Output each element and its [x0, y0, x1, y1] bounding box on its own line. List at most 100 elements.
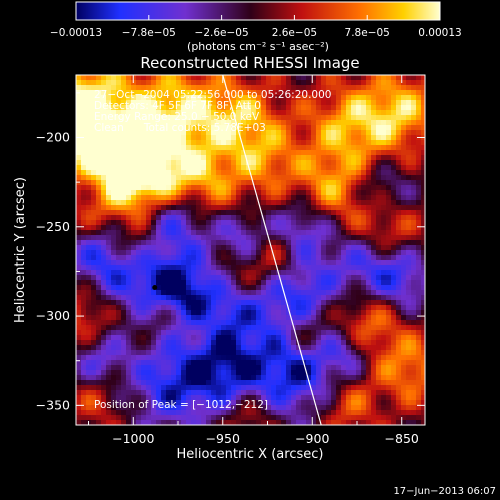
heatmap-cell: [176, 335, 182, 341]
heatmap-cell: [386, 310, 392, 316]
heatmap-cell: [276, 415, 282, 421]
heatmap-cell: [391, 140, 397, 146]
heatmap-cell: [96, 200, 102, 206]
heatmap-cell: [141, 345, 147, 351]
heatmap-cell: [341, 270, 347, 276]
heatmap-cell: [321, 225, 327, 231]
heatmap-cell: [226, 285, 232, 291]
heatmap-cell: [226, 335, 232, 341]
heatmap-cell: [361, 80, 367, 86]
heatmap-cell: [361, 210, 367, 216]
heatmap-cell: [301, 380, 307, 386]
heatmap-cell: [376, 90, 382, 96]
heatmap-cell: [131, 350, 137, 356]
heatmap-cell: [216, 205, 222, 211]
heatmap-cell: [336, 245, 342, 251]
heatmap-cell: [96, 285, 102, 291]
heatmap-cell: [401, 410, 407, 416]
heatmap-cell: [276, 355, 282, 361]
heatmap-cell: [181, 175, 187, 181]
heatmap-cell: [331, 320, 337, 326]
heatmap-cell: [91, 95, 97, 101]
heatmap-cell: [161, 295, 167, 301]
heatmap-cell: [226, 185, 232, 191]
heatmap-cell: [176, 165, 182, 171]
heatmap-cell: [261, 210, 267, 216]
heatmap-cell: [306, 160, 312, 166]
heatmap-cell: [261, 300, 267, 306]
heatmap-cell: [116, 80, 122, 86]
heatmap-cell: [156, 290, 162, 296]
heatmap-cell: [156, 115, 162, 121]
heatmap-cell: [121, 410, 127, 416]
heatmap-cell: [121, 325, 127, 331]
heatmap-cell: [401, 395, 407, 401]
heatmap-cell: [151, 170, 157, 176]
heatmap-cell: [286, 75, 292, 81]
heatmap-cell: [331, 325, 337, 331]
heatmap-cell: [146, 365, 152, 371]
heatmap-cell: [331, 195, 337, 201]
heatmap-cell: [191, 275, 197, 281]
heatmap-cell: [166, 290, 172, 296]
heatmap-cell: [96, 315, 102, 321]
heatmap-cell: [76, 390, 82, 396]
heatmap-cell: [281, 140, 287, 146]
heatmap-cell: [351, 95, 357, 101]
heatmap-cell: [376, 255, 382, 261]
heatmap-cell: [251, 250, 257, 256]
heatmap-cell: [136, 110, 142, 116]
heatmap-cell: [171, 215, 177, 221]
heatmap-cell: [111, 390, 117, 396]
heatmap-cell: [106, 420, 112, 425]
heatmap-cell: [111, 150, 117, 156]
heatmap-cell: [351, 195, 357, 201]
heatmap-cell: [206, 300, 212, 306]
heatmap-cell: [81, 405, 87, 411]
heatmap-cell: [146, 315, 152, 321]
heatmap-cell: [156, 380, 162, 386]
heatmap-cell: [181, 235, 187, 241]
heatmap-cell: [321, 400, 327, 406]
heatmap-cell: [146, 75, 152, 81]
heatmap-cell: [136, 390, 142, 396]
heatmap-cell: [121, 240, 127, 246]
heatmap-cell: [201, 245, 207, 251]
heatmap-cell: [136, 350, 142, 356]
heatmap-cell: [306, 125, 312, 131]
heatmap-cell: [231, 375, 237, 381]
heatmap-cell: [226, 225, 232, 231]
heatmap-cell: [101, 130, 107, 136]
heatmap-cell: [221, 265, 227, 271]
heatmap-cell: [76, 250, 82, 256]
heatmap-cell: [321, 365, 327, 371]
heatmap-cell: [76, 185, 82, 191]
heatmap-cell: [191, 180, 197, 186]
heatmap-cell: [256, 380, 262, 386]
heatmap-cell: [406, 255, 412, 261]
heatmap-cell: [341, 150, 347, 156]
heatmap-cell: [276, 75, 282, 81]
heatmap-cell: [81, 370, 87, 376]
heatmap-cell: [326, 370, 332, 376]
heatmap-cell: [246, 375, 252, 381]
heatmap-cell: [266, 180, 272, 186]
heatmap-cell: [156, 360, 162, 366]
heatmap-cell: [206, 135, 212, 141]
heatmap-cell: [131, 405, 137, 411]
heatmap-cell: [96, 255, 102, 261]
heatmap-cell: [136, 75, 142, 81]
heatmap-cell: [136, 200, 142, 206]
heatmap-cell: [226, 250, 232, 256]
heatmap-cell: [226, 355, 232, 361]
heatmap-cell: [401, 90, 407, 96]
heatmap-cell: [141, 145, 147, 151]
heatmap-cell: [161, 225, 167, 231]
heatmap-cell: [161, 335, 167, 341]
heatmap-cell: [386, 330, 392, 336]
heatmap-cell: [121, 315, 127, 321]
heatmap-cell: [131, 105, 137, 111]
heatmap-cell: [191, 385, 197, 391]
heatmap-cell: [376, 365, 382, 371]
heatmap-cell: [191, 105, 197, 111]
